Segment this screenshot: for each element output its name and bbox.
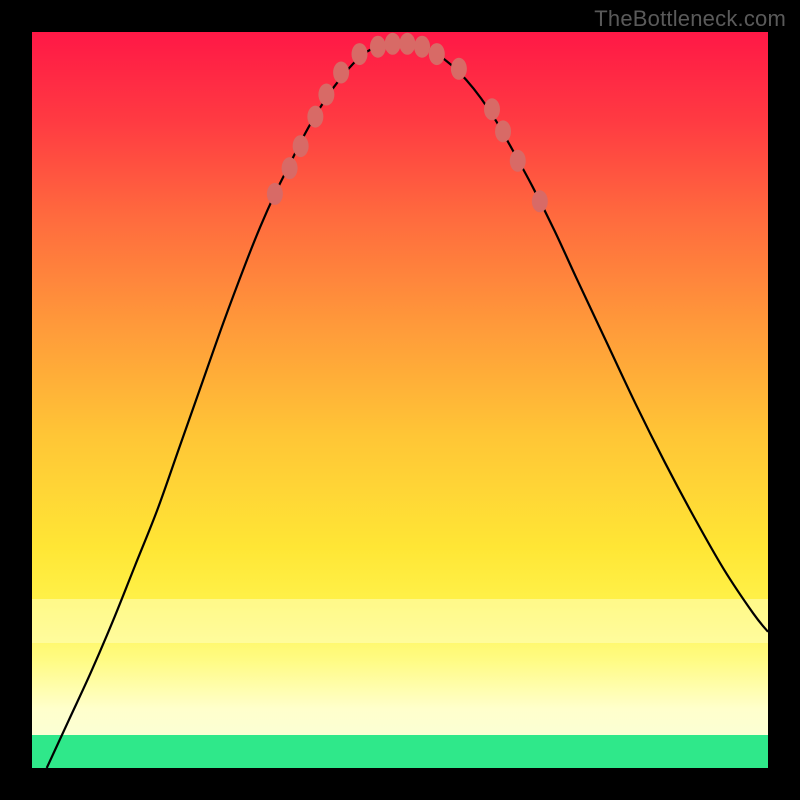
- curve-marker: [333, 61, 349, 83]
- curve-marker: [429, 43, 445, 65]
- curve-marker: [414, 36, 430, 58]
- curve-marker: [495, 120, 511, 142]
- curve-marker: [399, 33, 415, 55]
- curve-marker: [318, 84, 334, 106]
- bottleneck-curve: [47, 43, 768, 768]
- marker-group: [267, 33, 548, 213]
- curve-marker: [510, 150, 526, 172]
- curve-marker: [370, 36, 386, 58]
- chart-canvas: TheBottleneck.com: [0, 0, 800, 800]
- curve-svg: [32, 32, 768, 768]
- curve-marker: [282, 157, 298, 179]
- plot-area: [32, 32, 768, 768]
- curve-marker: [484, 98, 500, 120]
- curve-marker: [267, 183, 283, 205]
- curve-marker: [352, 43, 368, 65]
- curve-marker: [532, 190, 548, 212]
- curve-marker: [293, 135, 309, 157]
- curve-marker: [451, 58, 467, 80]
- curve-marker: [385, 33, 401, 55]
- watermark-text: TheBottleneck.com: [594, 6, 786, 32]
- curve-marker: [307, 106, 323, 128]
